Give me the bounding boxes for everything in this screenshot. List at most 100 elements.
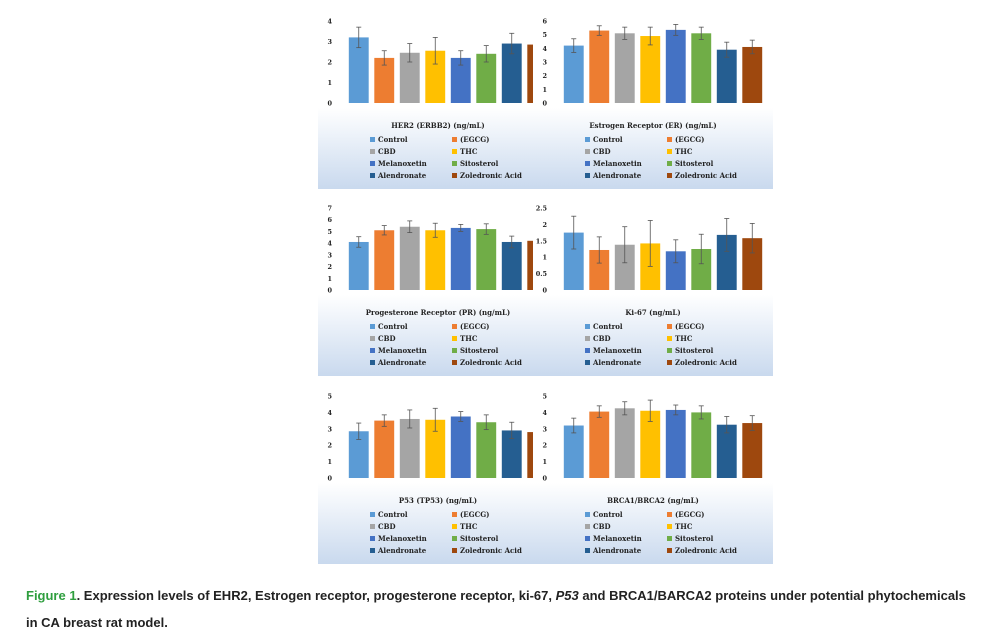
- legend-label: Alendronate: [378, 358, 427, 367]
- y-tick-label: 4: [542, 45, 547, 53]
- legend-item: Zoledronic Acid: [667, 171, 755, 180]
- legend-swatch: [370, 548, 375, 553]
- legend-label: Alendronate: [593, 546, 642, 555]
- legend-item: CBD: [370, 334, 452, 343]
- legend-label: THC: [460, 334, 478, 343]
- legend-label: Zoledronic Acid: [460, 171, 522, 180]
- legend-label: Alendronate: [378, 546, 427, 555]
- legend-item: Control: [585, 510, 667, 519]
- legend-swatch: [585, 348, 590, 353]
- y-tick-label: 3: [327, 251, 332, 259]
- y-tick-label: 3: [542, 425, 547, 433]
- bar: [640, 36, 661, 103]
- bar: [640, 410, 661, 478]
- y-tick-label: 2: [327, 59, 332, 67]
- y-tick-label: 2: [327, 263, 332, 271]
- chart-legend: Control (EGCG) CBD THC Melanoxetin Sitosterol…: [585, 510, 755, 555]
- legend-swatch: [585, 360, 590, 365]
- legend-swatch: [370, 336, 375, 341]
- legend-label: (EGCG): [460, 135, 490, 144]
- bar: [665, 29, 686, 104]
- legend-item: Sitosterol: [667, 346, 755, 355]
- y-tick-label: 0: [327, 475, 332, 483]
- legend-item: THC: [452, 147, 540, 156]
- legend-item: Sitosterol: [667, 534, 755, 543]
- bar: [716, 424, 737, 478]
- y-tick-label: 5: [327, 228, 332, 236]
- bar: [563, 232, 584, 290]
- legend-label: Melanoxetin: [593, 534, 642, 543]
- legend-label: Zoledronic Acid: [675, 358, 737, 367]
- legend-item: Zoledronic Acid: [452, 546, 540, 555]
- chart-title: Ki-67 (ng/mL): [625, 308, 681, 317]
- chart-legend: Control (EGCG) CBD THC Melanoxetin Sitosterol…: [370, 322, 540, 367]
- legend-item: Melanoxetin: [585, 346, 667, 355]
- legend-label: Sitosterol: [675, 159, 714, 168]
- legend-label: Control: [593, 510, 623, 519]
- legend-label: Control: [378, 510, 408, 519]
- legend-label: Control: [593, 135, 623, 144]
- bar: [348, 431, 369, 478]
- chart-title: HER2 (ERBB2) (ng/mL): [391, 121, 485, 130]
- bar: [399, 418, 420, 478]
- legend-swatch: [667, 161, 672, 166]
- legend-item: Alendronate: [585, 546, 667, 555]
- bar: [501, 430, 522, 478]
- legend-item: (EGCG): [667, 322, 755, 331]
- legend-swatch: [585, 336, 590, 341]
- legend-swatch: [667, 524, 672, 529]
- bar: [425, 419, 446, 478]
- chart-svg: 0 1 2 3 4 5 6 7: [327, 205, 548, 295]
- chart-svg: 0 1 2 3 4 5: [327, 393, 548, 483]
- y-tick-label: 5: [542, 393, 547, 401]
- legend-label: (EGCG): [675, 510, 705, 519]
- legend-item: THC: [667, 147, 755, 156]
- chart-legend: Control (EGCG) CBD THC Melanoxetin Sitosterol…: [370, 510, 540, 555]
- bar: [374, 420, 395, 478]
- legend-label: Zoledronic Acid: [460, 358, 522, 367]
- legend-item: Melanoxetin: [585, 534, 667, 543]
- legend-label: THC: [675, 522, 693, 531]
- chart-title: Estrogen Receptor (ER) (ng/mL): [589, 121, 717, 130]
- bar: [614, 33, 635, 103]
- legend-swatch: [370, 149, 375, 154]
- legend-label: Alendronate: [593, 358, 642, 367]
- legend-item: Melanoxetin: [370, 346, 452, 355]
- y-tick-label: 0: [327, 287, 332, 295]
- legend-label: CBD: [378, 147, 396, 156]
- legend-swatch: [585, 548, 590, 553]
- bar: [563, 425, 584, 478]
- chart-panel-p53: 0 1 2 3 4 5 P53 (TP53) (ng/mL) Control (EGCG) CBD…: [318, 384, 558, 564]
- caption-text-1: . Expression levels of EHR2, Estrogen re…: [76, 588, 556, 603]
- bar: [399, 52, 420, 103]
- bar: [691, 33, 712, 103]
- legend-swatch: [452, 536, 457, 541]
- y-tick-label: 6: [327, 216, 332, 224]
- legend-item: CBD: [585, 522, 667, 531]
- legend-swatch: [370, 137, 375, 142]
- bar: [425, 50, 446, 103]
- y-tick-label: 2: [542, 72, 547, 80]
- chart-panel-brca: 0 1 2 3 4 5 BRCA1/BRCA2 (ng/mL) Control (EGCG) CB…: [533, 384, 773, 564]
- legend-swatch: [452, 548, 457, 553]
- y-tick-label: 0: [542, 287, 547, 295]
- caption-italic-p53: P53: [555, 588, 579, 603]
- legend-label: CBD: [593, 522, 611, 531]
- legend-item: Zoledronic Acid: [452, 171, 540, 180]
- y-tick-label: 4: [542, 409, 547, 417]
- legend-item: Alendronate: [370, 546, 452, 555]
- y-tick-label: 2: [542, 221, 547, 229]
- y-tick-label: 1: [542, 254, 547, 262]
- legend-swatch: [667, 536, 672, 541]
- bar: [665, 409, 686, 478]
- y-tick-label: 0.5: [536, 270, 548, 278]
- legend-label: CBD: [593, 147, 611, 156]
- legend-label: Sitosterol: [460, 159, 499, 168]
- legend-label: Melanoxetin: [378, 534, 427, 543]
- legend-swatch: [585, 137, 590, 142]
- caption-text-2: and BRCA1/BARCA2 proteins under potentia…: [26, 588, 966, 630]
- bar: [742, 46, 763, 103]
- y-tick-label: 3: [327, 38, 332, 46]
- y-tick-label: 1.5: [536, 237, 548, 245]
- legend-item: Control: [370, 135, 452, 144]
